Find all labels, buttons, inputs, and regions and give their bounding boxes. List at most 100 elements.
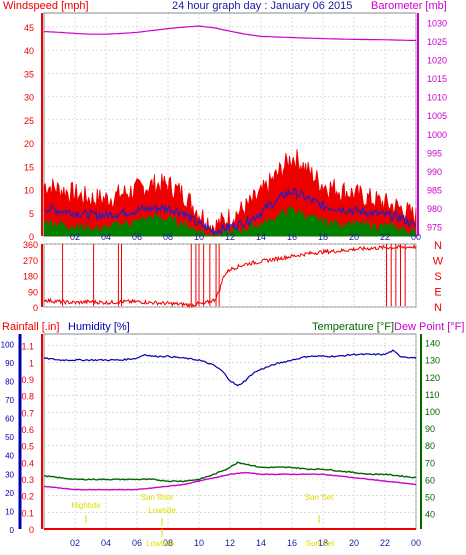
barometer-tick-label: 985 (427, 186, 442, 196)
humidity-tick-label: 60 (5, 415, 14, 424)
direction-tick-label: 360 (23, 240, 38, 250)
x-tick-label: 22 (380, 232, 390, 242)
temperature-tick-label: 70 (425, 458, 435, 468)
temperature-tick-label: 50 (425, 493, 435, 503)
humidity-tick-label: 100 (1, 340, 15, 349)
x-tick-label-bottom: 00 (411, 538, 421, 548)
temperature-series (43, 461, 417, 483)
temperature-tick-label: 60 (425, 475, 435, 485)
temperature-tick-label: 40 (425, 510, 435, 520)
x-tick-label-bottom: 08 (163, 538, 173, 548)
humidity-tick-label: 50 (5, 433, 14, 442)
wind-tick-label: 5 (29, 209, 34, 219)
x-tick-label-bottom: 10 (194, 538, 204, 548)
lowtide-label: Lowtide (148, 506, 176, 515)
sunrise-label: Sun Rise (141, 493, 174, 502)
x-tick-label: 08 (163, 232, 173, 242)
direction-compass-label: N (434, 302, 442, 314)
barometer-axis-label: Barometer [mb] (371, 0, 447, 12)
humidity-tick-label: 80 (5, 377, 14, 386)
barometer-tick-label: 1020 (427, 55, 447, 65)
lowtide-bottom-label: Lowtide (146, 539, 174, 548)
x-tick-label: 16 (287, 232, 297, 242)
humidity-tick-label: 10 (5, 507, 14, 516)
temperature-tick-label: 110 (425, 390, 439, 400)
dewpoint-series (43, 471, 417, 491)
rainfall-tick-label: 0.7 (21, 408, 34, 418)
humidity-tick-label: 30 (5, 470, 14, 479)
windspeed-gust-series (43, 149, 417, 237)
barometer-tick-label: 1010 (427, 93, 447, 103)
direction-compass-label: S (434, 271, 441, 283)
x-tick-label-bottom: 04 (101, 538, 111, 548)
direction-tick-label: 0 (33, 303, 38, 313)
rainfall-tick-label: 0.6 (21, 425, 34, 435)
barometer-tick-label: 1030 (427, 18, 447, 28)
temperature-tick-label: 120 (425, 373, 440, 383)
rainfall-tick-label: 0.1 (21, 508, 34, 518)
temperature-axis-label: Temperature [°F] (312, 321, 394, 333)
x-tick-label-bottom: 22 (380, 538, 390, 548)
wind-direction-series (43, 243, 417, 309)
barometer-tick-label: 980 (427, 204, 442, 214)
x-tick-label: 00 (411, 232, 421, 242)
hightide-label: Hightide (71, 501, 101, 510)
chart-title: 24 hour graph day : January 06 2015 (172, 0, 352, 12)
humidity-tick-label: 0 (10, 526, 15, 535)
wind-tick-label: 30 (24, 93, 34, 103)
wind-tick-label: 10 (24, 186, 34, 196)
rainfall-tick-label: 1 (29, 358, 34, 368)
direction-tick-label: 180 (23, 272, 38, 282)
sunset-bottom-label: Sun Set (306, 539, 335, 548)
rainfall-axis-label: Rainfall [.in] (2, 321, 59, 333)
humidity-tick-label: 40 (5, 452, 14, 461)
wind-tick-label: 0 (29, 232, 34, 242)
x-tick-label: 20 (349, 232, 359, 242)
direction-compass-label: W (433, 256, 444, 268)
windspeed-axis-label: Windspeed [mph] (3, 0, 89, 12)
rainfall-tick-label: 0.2 (21, 492, 34, 502)
rainfall-tick-label: 0 (29, 525, 34, 535)
barometer-tick-label: 1000 (427, 130, 447, 140)
temperature-tick-label: 140 (425, 339, 440, 349)
direction-tick-label: 90 (28, 287, 38, 297)
rainfall-tick-label: 0.9 (21, 375, 34, 385)
barometer-tick-label: 990 (427, 167, 442, 177)
rainfall-tick-label: 0.8 (21, 392, 34, 402)
rainfall-tick-label: 0.5 (21, 442, 34, 452)
temperature-tick-label: 90 (425, 424, 435, 434)
x-tick-label: 04 (101, 232, 111, 242)
x-tick-label: 14 (256, 232, 266, 242)
wind-tick-label: 20 (24, 139, 34, 149)
dewpoint-axis-label: Dew Point [°F] (394, 321, 464, 333)
humidity-tick-label: 90 (5, 359, 14, 368)
wind-tick-label: 25 (24, 116, 34, 126)
x-tick-label-bottom: 06 (132, 538, 142, 548)
barometer-tick-label: 995 (427, 148, 442, 158)
barometer-tick-label: 1015 (427, 74, 447, 84)
humidity-tick-label: 20 (5, 489, 14, 498)
windspeed-average-series (43, 188, 417, 237)
humidity-series (43, 349, 417, 387)
rainfall-tick-label: 0.4 (21, 458, 34, 468)
direction-tick-label: 270 (23, 256, 38, 266)
temperature-tick-label: 80 (425, 441, 435, 451)
x-tick-label: 10 (194, 232, 204, 242)
humidity-tick-label: 70 (5, 396, 14, 405)
x-tick-label-bottom: 20 (349, 538, 359, 548)
barometer-tick-label: 1025 (427, 37, 447, 47)
x-tick-label: 18 (318, 232, 328, 242)
x-tick-label: 12 (225, 232, 235, 242)
wind-tick-label: 45 (24, 23, 34, 33)
rainfall-tick-label: 0.3 (21, 475, 34, 485)
x-tick-label-bottom: 12 (225, 538, 235, 548)
x-tick-label-bottom: 18 (318, 538, 328, 548)
temperature-tick-label: 130 (425, 356, 440, 366)
x-tick-label: 02 (70, 232, 80, 242)
wind-tick-label: 15 (24, 162, 34, 172)
barometer-tick-label: 1005 (427, 111, 447, 121)
wind-tick-label: 35 (24, 69, 34, 79)
x-tick-label-bottom: 14 (256, 538, 266, 548)
barometer-series (43, 25, 417, 42)
